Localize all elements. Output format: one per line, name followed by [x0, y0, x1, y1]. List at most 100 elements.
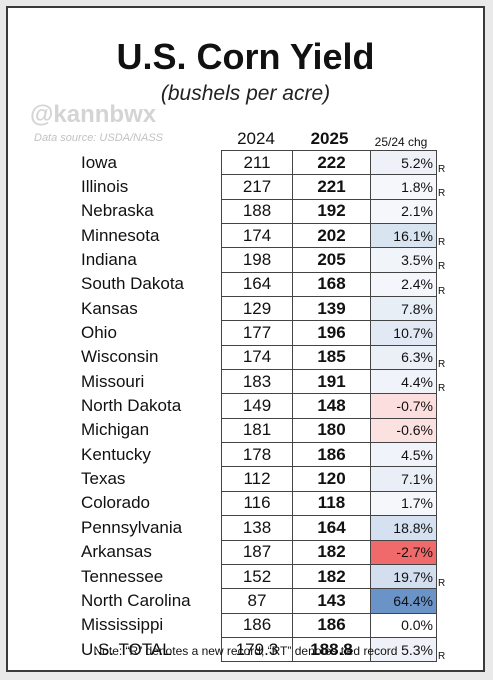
- table-row: Ohio 177 196 10.7%: [81, 320, 453, 346]
- yield-2024: 179.3: [221, 636, 293, 663]
- yield-2025: 180: [292, 417, 371, 444]
- change-percent: 64.4%: [370, 588, 437, 614]
- yield-2025: 188.8: [292, 636, 371, 663]
- record-flag: [437, 516, 453, 540]
- chart-card: U.S. Corn Yield (bushels per acre) @kann…: [6, 6, 485, 672]
- state-name: Michigan: [81, 420, 150, 440]
- state-name: Ohio: [81, 323, 117, 343]
- state-name: Pennsylvania: [81, 517, 183, 537]
- state-name: Illinois: [81, 177, 129, 197]
- table-row: Mississippi 186 186 0.0%: [81, 612, 453, 638]
- state-name: Kentucky: [81, 444, 151, 464]
- change-percent: 4.5%: [370, 442, 437, 468]
- yield-2024: 183: [221, 369, 293, 395]
- yield-2025: 221: [292, 174, 371, 200]
- yield-2024: 174: [221, 344, 293, 371]
- state-name: Kansas: [81, 298, 138, 318]
- change-percent: 7.1%: [370, 466, 437, 492]
- yield-2024: 112: [221, 466, 293, 492]
- record-flag: [437, 443, 453, 467]
- table-row: Tennessee 152 182 19.7% R: [81, 563, 452, 590]
- record-flag: [437, 540, 453, 564]
- yield-2025: 222: [292, 149, 371, 176]
- yield-table: Iowa 211 222 5.2% R Illinois 217 221 1.8% R Nebras…: [81, 149, 453, 663]
- yield-2025: 196: [292, 320, 371, 346]
- record-flag: R: [438, 163, 446, 175]
- table-row: South Dakota 164 168 2.4% R: [81, 271, 452, 298]
- yield-2025: 192: [292, 198, 371, 225]
- yield-2025: 186: [292, 442, 371, 468]
- yield-2024: 181: [221, 417, 293, 444]
- state-name: South Dakota: [81, 274, 185, 294]
- state-name: Arkansas: [81, 542, 152, 562]
- record-flag: [437, 394, 453, 418]
- table-row: Colorado 116 118 1.7%: [81, 490, 452, 517]
- yield-2024: 187: [221, 539, 293, 565]
- record-flag: R: [438, 236, 446, 248]
- change-percent: 3.5%: [370, 247, 437, 273]
- record-flag: R: [438, 577, 446, 589]
- yield-2024: 116: [221, 490, 293, 517]
- yield-2025: 168: [292, 271, 371, 298]
- record-flag: R: [438, 358, 446, 370]
- state-name: Texas: [81, 469, 126, 489]
- yield-2025: 185: [292, 344, 371, 371]
- change-percent: 6.3%: [370, 344, 437, 371]
- state-name: Wisconsin: [81, 347, 159, 367]
- change-percent: -0.6%: [370, 417, 437, 444]
- change-percent: 18.8%: [370, 515, 437, 541]
- table-row: Iowa 211 222 5.2% R: [81, 149, 452, 176]
- change-percent: 10.7%: [370, 320, 437, 346]
- record-flag: [437, 321, 453, 345]
- yield-2025: 182: [292, 539, 371, 565]
- yield-2024: 198: [221, 247, 293, 273]
- yield-2025: 205: [292, 247, 371, 273]
- change-percent: -0.7%: [370, 393, 437, 419]
- record-flag: R: [438, 650, 446, 662]
- yield-2024: 177: [221, 320, 293, 346]
- yield-2024: 138: [221, 515, 293, 541]
- change-percent: 1.7%: [370, 490, 437, 517]
- yield-2024: 174: [221, 223, 293, 249]
- record-flag: [437, 589, 453, 613]
- state-name: Tennessee: [81, 566, 164, 586]
- yield-2025: 182: [292, 563, 371, 590]
- state-name: Nebraska: [81, 201, 154, 221]
- record-flag: [437, 467, 453, 491]
- page-subtitle: (bushels per acre): [160, 82, 331, 105]
- watermark-handle: @kannbwx: [30, 101, 157, 128]
- table-row: Nebraska 188 192 2.1%: [81, 198, 452, 225]
- table-row: Missouri 183 191 4.4% R: [81, 369, 452, 395]
- state-name: Minnesota: [81, 225, 160, 245]
- record-flag: R: [438, 188, 446, 200]
- table-row: Wisconsin 174 185 6.3% R: [81, 344, 452, 371]
- table-row: Minnesota 174 202 16.1% R: [81, 223, 452, 249]
- change-percent: 5.2%: [370, 149, 437, 176]
- footnote: Note: “R” denotes a new record, “RT” den…: [93, 644, 398, 658]
- yield-2025: 164: [292, 515, 371, 541]
- yield-2025: 148: [292, 393, 371, 419]
- change-percent: 16.1%: [370, 223, 437, 249]
- yield-2024: 129: [221, 296, 293, 322]
- change-percent: 2.1%: [370, 198, 437, 225]
- table-row: Kentucky 178 186 4.5%: [81, 442, 453, 468]
- yield-2024: 149: [221, 393, 293, 419]
- change-percent: 5.3%: [370, 636, 437, 663]
- table-row: Indiana 198 205 3.5% R: [81, 247, 452, 273]
- yield-2025: 120: [292, 466, 371, 492]
- record-flag: R: [438, 382, 446, 394]
- change-percent: 19.7%: [370, 563, 437, 590]
- yield-2025: 139: [292, 296, 371, 322]
- record-flag: [437, 613, 453, 637]
- record-flag: R: [438, 261, 446, 273]
- yield-2024: 152: [221, 563, 293, 590]
- yield-2024: 87: [221, 588, 293, 614]
- data-source: Data source: USDA/NASS: [34, 132, 163, 144]
- change-percent: 7.8%: [370, 296, 437, 322]
- yield-2024: 186: [221, 612, 293, 638]
- change-percent: 1.8%: [370, 174, 437, 200]
- yield-2024: 211: [221, 149, 293, 176]
- column-header-change: 25/24 chg: [374, 135, 428, 149]
- yield-2024: 178: [221, 442, 293, 468]
- change-percent: 0.0%: [370, 612, 437, 638]
